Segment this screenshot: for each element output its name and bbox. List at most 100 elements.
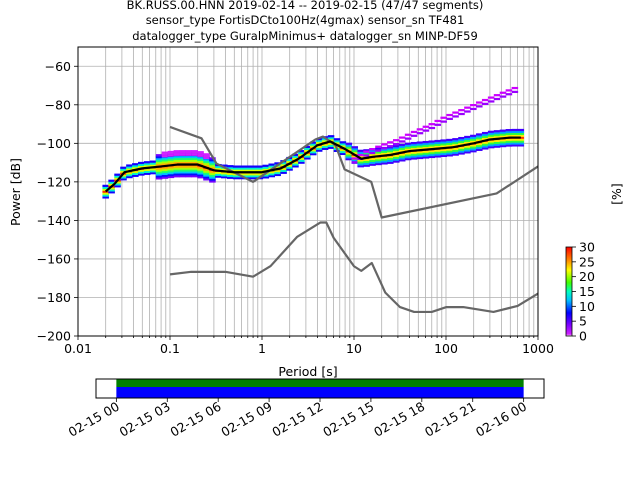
heatmap-cell: [505, 140, 513, 143]
heatmap-cell: [274, 169, 281, 173]
heatmap-cell: [268, 163, 275, 166]
heatmap-cell: [250, 173, 258, 176]
heatmap-cell: [464, 151, 471, 154]
heatmap-cell: [327, 135, 335, 138]
heatmap-cell: [428, 140, 436, 143]
heatmap-cell: [238, 173, 246, 176]
heatmap-cell: [434, 153, 442, 156]
heatmap-cell: [155, 156, 163, 159]
heatmap-cell: [392, 158, 400, 161]
heatmap-cell: [286, 160, 293, 163]
heatmap-cell: [179, 159, 187, 162]
heatmap-cell: [167, 154, 175, 157]
heatmap-cell: [458, 138, 465, 142]
y-axis-ticks: −60 −80 −100 −120 −140 −160 −180 −200: [37, 59, 78, 344]
heatmap-cell: [143, 164, 151, 168]
heatmap-cell: [357, 165, 364, 168]
heatmap-cell: [120, 176, 127, 179]
heatmap-cell: [167, 162, 175, 165]
heatmap-cell: [191, 161, 198, 164]
heatmap-cell: [416, 145, 424, 148]
timeline-tick-label: 02-15 09: [218, 399, 274, 440]
heatmap-cell: [476, 101, 483, 104]
heatmap-cell: [481, 98, 489, 102]
heatmap-cell: [221, 176, 228, 179]
x-tick-label: 1000: [522, 341, 554, 356]
heatmap-cell: [351, 157, 359, 160]
heatmap-cell: [452, 115, 459, 118]
heatmap-cell: [416, 156, 424, 160]
heatmap-cell: [126, 164, 133, 167]
heatmap-cell: [369, 150, 376, 153]
heatmap-cell: [511, 138, 519, 141]
heatmap-cell: [161, 163, 169, 166]
heatmap-cell: [446, 144, 453, 147]
heatmap-cell: [102, 190, 109, 193]
heatmap-cell: [315, 149, 323, 152]
heatmap-cell: [309, 145, 317, 148]
heatmap-cell: [440, 150, 447, 154]
heatmap-cell: [167, 175, 175, 179]
heatmap-cell: [464, 145, 471, 148]
heatmap-cell: [381, 152, 388, 155]
heatmap-cell: [120, 170, 127, 173]
heatmap-cell: [499, 143, 507, 146]
heatmap-cell: [446, 138, 453, 142]
heatmap-cell: [108, 189, 115, 192]
heatmap-cell: [280, 171, 287, 174]
heatmap-cell: [274, 171, 281, 175]
heatmap-cell: [470, 140, 477, 143]
heatmap-cell: [464, 149, 471, 152]
heatmap-cell: [226, 167, 234, 170]
heatmap-cell: [215, 165, 222, 169]
heatmap-cell: [221, 174, 228, 177]
heatmap-cell: [102, 194, 109, 197]
heatmap-cell: [185, 173, 192, 176]
heatmap-cell: [286, 158, 293, 162]
heatmap-cell: [262, 168, 270, 171]
heatmap-cell: [274, 162, 281, 165]
heatmap-cell: [446, 142, 453, 145]
heatmap-cell: [487, 142, 495, 145]
heatmap-cell: [392, 142, 400, 146]
heatmap-cell: [327, 138, 335, 142]
heatmap-cell: [173, 171, 181, 174]
heatmap-cell: [244, 175, 252, 178]
heatmap-cell: [351, 161, 359, 164]
heatmap-cell: [470, 144, 477, 147]
heatmap-cell: [126, 172, 133, 175]
heatmap-cell: [203, 178, 210, 181]
heatmap-cell: [387, 157, 394, 161]
heatmap-cell: [185, 165, 192, 168]
heatmap-cell: [304, 149, 311, 152]
heatmap-cell: [446, 140, 453, 143]
timeline-tick-label: 02-15 06: [168, 399, 224, 440]
heatmap-cell: [161, 159, 169, 162]
heatmap-cell: [250, 167, 258, 170]
heatmap-cell: [321, 145, 329, 149]
heatmap-cell: [149, 164, 157, 167]
heatmap-cell: [126, 175, 133, 179]
heatmap-cell: [221, 164, 228, 167]
heatmap-cell: [434, 145, 442, 148]
heatmap-cell: [126, 174, 133, 177]
heatmap-cell: [321, 140, 329, 143]
heatmap-cell: [410, 141, 418, 145]
heatmap-cell: [499, 131, 507, 134]
heatmap-cell: [191, 167, 198, 170]
heatmap-cell: [197, 160, 204, 163]
heatmap-cell: [215, 175, 222, 178]
heatmap-cell: [387, 155, 394, 159]
heatmap-cell: [120, 166, 127, 169]
heatmap-cell: [511, 140, 519, 143]
heatmap-cell: [238, 169, 246, 172]
heatmap-cell: [493, 143, 501, 146]
heatmap-cell: [387, 146, 394, 149]
heatmap-cell: [517, 144, 525, 147]
x-axis-label: Period [s]: [278, 364, 337, 379]
heatmap-cell: [375, 153, 382, 156]
heatmap-cell: [517, 128, 525, 132]
heatmap-cell: [161, 170, 169, 174]
heatmap-cell: [327, 137, 335, 140]
y-tick-label: −180: [37, 290, 71, 305]
